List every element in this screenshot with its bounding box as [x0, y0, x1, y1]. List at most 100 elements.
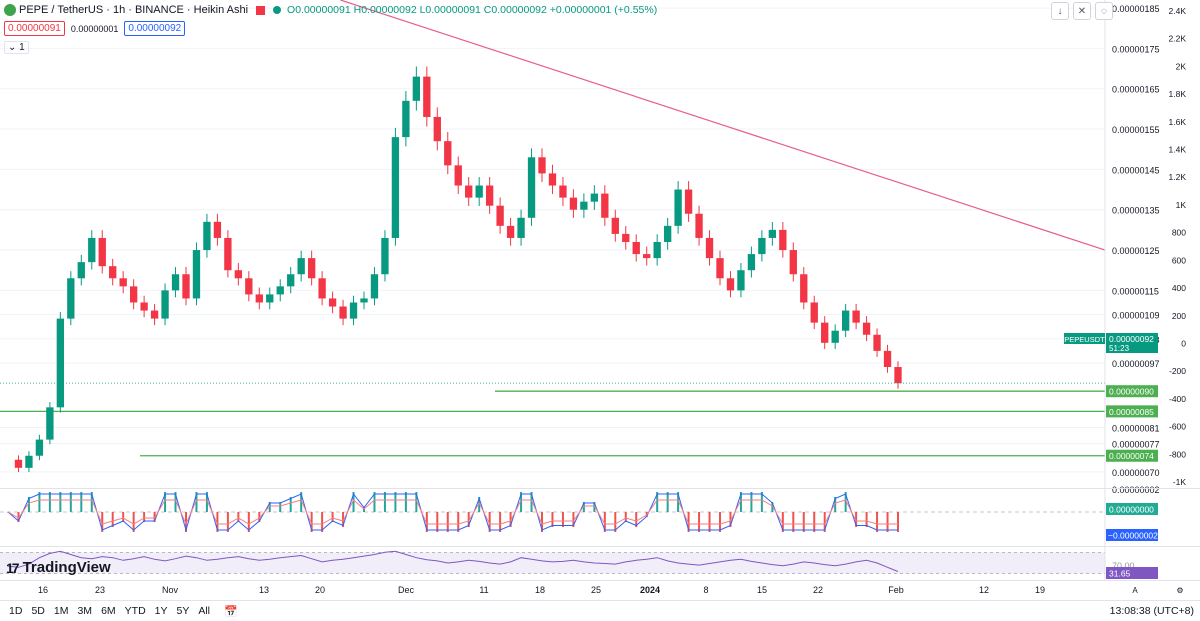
candle-body [307, 258, 316, 279]
candle-body [192, 250, 201, 299]
time-tick-label: 23 [95, 585, 105, 595]
macd-histogram-bar [551, 512, 554, 527]
secondary-tick-label: 2K [1176, 61, 1187, 71]
macd-histogram-bar [760, 492, 763, 512]
timeframe-6m[interactable]: 6M [101, 605, 116, 617]
price-axis-bg [1105, 0, 1200, 580]
macd-histogram-bar [310, 512, 313, 532]
pepe-logo-icon [4, 4, 16, 16]
time-tick-label: 12 [979, 585, 989, 595]
time-tick-label: 16 [38, 585, 48, 595]
macd-line-badge: −0.00000002 [1108, 531, 1158, 541]
macd-histogram-bar [436, 512, 439, 532]
candle-body [726, 278, 735, 291]
candle-body [758, 237, 766, 255]
macd-histogram-bar [656, 492, 659, 512]
rsi-badge: 31.65 [1109, 569, 1131, 579]
candle-body [171, 274, 180, 291]
support-badge-label: 0.00000090 [1109, 387, 1154, 397]
symbol-title[interactable]: PEPE / TetherUS · 1h · BINANCE · Heikin … [19, 4, 249, 16]
macd-histogram-bar [195, 492, 198, 512]
secondary-tick-label: 1.2K [1169, 172, 1187, 182]
time-tick-label: Dec [398, 585, 415, 595]
macd-histogram-bar [164, 492, 167, 512]
secondary-axis: 2.4K 2.2K 2K 1.8K 1.6K 1.4K 1.2K 1K 800 600 400 200… [1169, 6, 1187, 487]
timeframe-5y[interactable]: 5Y [176, 605, 190, 617]
chart-controls: ↓ ✕ ◌ [1051, 2, 1113, 20]
timeframe-all[interactable]: All [198, 605, 211, 617]
close-icon[interactable]: ✕ [1073, 2, 1091, 20]
clock[interactable]: 13:08:38 (UTC+8) [1109, 605, 1194, 617]
macd-histogram-bar [289, 497, 292, 512]
chart-canvas[interactable]: 0.00000185 0.00000175 0.00000165 0.00000155… [0, 0, 1200, 601]
candle-body [234, 270, 243, 279]
secondary-tick-label: 1.6K [1169, 117, 1187, 127]
macd-histogram-bar [771, 502, 774, 512]
last-price-value: 0.00000092 [1109, 334, 1154, 344]
calendar-icon[interactable]: 📅 [224, 605, 238, 618]
bid-price-button[interactable]: 0.00000091 [4, 21, 65, 36]
download-icon[interactable]: ↓ [1051, 2, 1069, 20]
time-tick-label: Feb [888, 585, 904, 595]
candle-body [841, 310, 850, 331]
reset-icon[interactable]: ◌ [1095, 2, 1113, 20]
settings-icon: ⚙ [1176, 586, 1183, 595]
candle-body [402, 100, 410, 138]
macd-badge: 0.00000000 [1109, 505, 1154, 515]
candle-body [412, 76, 421, 101]
candle-body [705, 237, 714, 259]
timeframe-ytd[interactable]: YTD [124, 605, 146, 617]
price-tick-label: 0.00000155 [1112, 125, 1160, 135]
macd-histogram-bar [541, 512, 543, 532]
panel-separator [0, 488, 1200, 489]
candle-body [569, 197, 578, 210]
tradingview-logo-icon: 17 [6, 559, 20, 576]
macd-histogram-bar [457, 512, 460, 532]
candle-body [883, 350, 892, 368]
timeframe-1m[interactable]: 1M [53, 605, 69, 617]
macd-histogram-bar [446, 512, 449, 532]
macd-histogram-bar [27, 497, 30, 512]
candle-body [328, 298, 337, 307]
candle-body [737, 270, 745, 291]
macd-histogram-bar [855, 512, 858, 527]
auto-scale-label: A [1132, 586, 1138, 595]
macd-badge-bg [1106, 503, 1158, 515]
price-tick-label: 0.00000109 [1112, 311, 1160, 321]
secondary-tick-label: 1.8K [1169, 89, 1187, 99]
secondary-tick-label: 0 [1181, 338, 1186, 348]
bottom-bar-border [0, 600, 1200, 601]
candle-body [150, 310, 159, 319]
candle-body [77, 262, 85, 279]
macd-histogram-bar [394, 492, 397, 512]
bid-ask-row: 0.00000091 0.00000001 0.00000092 [4, 21, 186, 36]
secondary-tick-label: 800 [1172, 228, 1186, 238]
macd-line-badge-bg [1106, 529, 1158, 541]
candle-body [161, 290, 169, 319]
flag-icon[interactable] [256, 5, 266, 15]
candle-body [632, 241, 640, 255]
time-tick-label: Nov [162, 585, 179, 595]
timeframe-5d[interactable]: 5D [31, 605, 45, 617]
candle-body [255, 294, 263, 303]
macd-histogram-bar [404, 492, 407, 512]
macd-panel [0, 492, 1105, 532]
macd-histogram-bar [48, 492, 51, 512]
macd-histogram-bar [80, 492, 83, 512]
candle-body [35, 439, 44, 456]
macd-histogram-bar [237, 512, 240, 522]
price-tick-label: 0.00000125 [1112, 246, 1160, 256]
candle-body [454, 165, 462, 186]
price-tick-label: 0.00000175 [1112, 44, 1160, 54]
timeframe-3m[interactable]: 3M [77, 605, 93, 617]
candle-body [381, 237, 389, 275]
time-tick-label: 13 [259, 585, 269, 595]
candle-body [465, 185, 473, 198]
indicators-toggle[interactable]: ⌄ 1 [4, 41, 29, 54]
ask-price-button[interactable]: 0.00000092 [124, 21, 186, 36]
macd-histogram-bar [205, 492, 208, 512]
candle-body [433, 116, 441, 142]
timeframe-1d[interactable]: 1D [9, 605, 23, 617]
candle-body [517, 217, 525, 238]
timeframe-1y[interactable]: 1Y [154, 605, 168, 617]
